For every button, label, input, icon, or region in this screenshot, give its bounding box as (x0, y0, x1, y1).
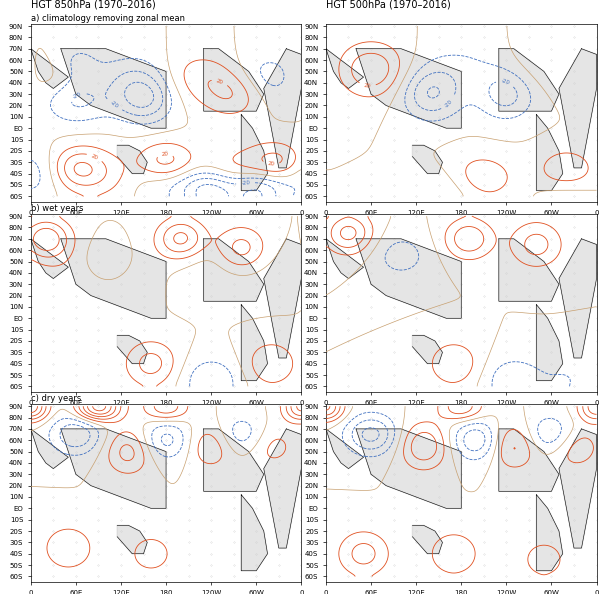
Polygon shape (31, 49, 68, 89)
Polygon shape (241, 115, 268, 191)
Polygon shape (559, 429, 597, 548)
Polygon shape (413, 525, 442, 554)
Polygon shape (499, 429, 559, 491)
Polygon shape (326, 239, 363, 279)
Polygon shape (536, 495, 563, 571)
Polygon shape (241, 305, 268, 381)
Polygon shape (204, 49, 264, 111)
Polygon shape (241, 495, 268, 571)
Polygon shape (117, 145, 147, 173)
Polygon shape (61, 429, 166, 508)
Polygon shape (356, 49, 461, 128)
Text: 20: 20 (216, 78, 224, 85)
Polygon shape (326, 429, 363, 469)
Text: -20: -20 (109, 100, 119, 109)
Polygon shape (356, 429, 461, 508)
Polygon shape (31, 429, 68, 469)
Text: 20: 20 (90, 153, 99, 160)
Polygon shape (61, 49, 166, 128)
Polygon shape (204, 239, 264, 301)
Text: b) wet years: b) wet years (31, 204, 83, 213)
Polygon shape (536, 305, 563, 381)
Text: -20: -20 (444, 98, 454, 108)
Polygon shape (413, 335, 442, 364)
Text: -20: -20 (241, 181, 250, 187)
Polygon shape (204, 429, 264, 491)
Polygon shape (499, 239, 559, 301)
Polygon shape (264, 49, 301, 168)
Polygon shape (264, 429, 301, 548)
Polygon shape (536, 115, 563, 191)
Text: HGT 850hPa (1970–2016): HGT 850hPa (1970–2016) (31, 0, 156, 10)
Polygon shape (499, 49, 559, 111)
Text: -20: -20 (73, 91, 82, 100)
Text: a) climatology removing zonal mean: a) climatology removing zonal mean (31, 14, 184, 23)
Polygon shape (264, 239, 301, 358)
Text: 20: 20 (363, 83, 371, 89)
Polygon shape (356, 239, 461, 318)
Text: 20: 20 (268, 162, 275, 167)
Polygon shape (61, 239, 166, 318)
Polygon shape (326, 49, 363, 89)
Polygon shape (559, 239, 597, 358)
Polygon shape (559, 49, 597, 168)
Text: -20: -20 (501, 78, 510, 86)
Text: HGT 500hPa (1970–2016): HGT 500hPa (1970–2016) (326, 0, 451, 10)
Text: c) dry years: c) dry years (31, 394, 81, 403)
Polygon shape (117, 335, 147, 364)
Polygon shape (117, 525, 147, 554)
Text: 20: 20 (161, 151, 169, 157)
Polygon shape (413, 145, 442, 173)
Polygon shape (31, 239, 68, 279)
